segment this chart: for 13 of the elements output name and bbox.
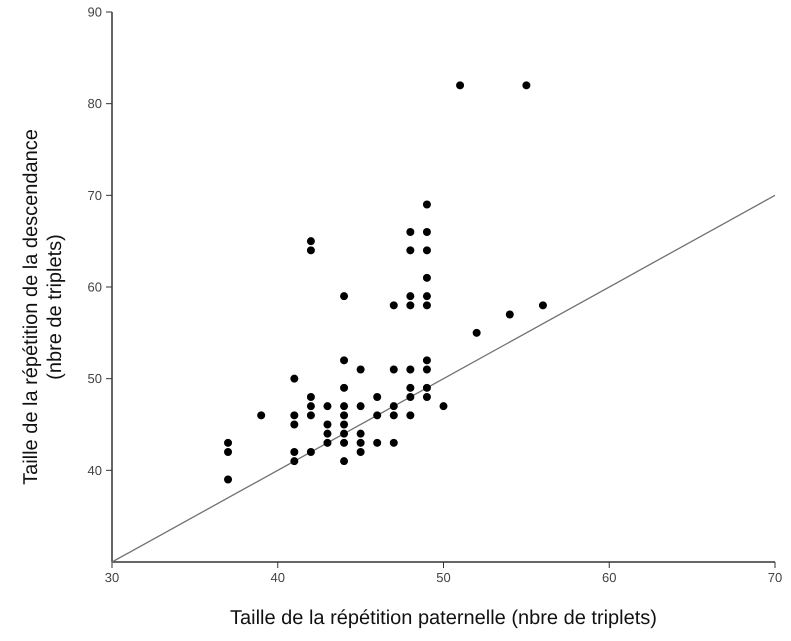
x-tick-label: 60 bbox=[602, 570, 616, 585]
y-tick-label: 50 bbox=[88, 371, 102, 386]
y-axis-title: Taille de la répétition de la descendance (nbre de triplets) bbox=[20, 129, 66, 485]
x-axis-title: Taille de la répétition paternelle (nbre de triplets) bbox=[230, 607, 657, 629]
y-tick-label: 90 bbox=[88, 4, 102, 20]
x-tick-label: 30 bbox=[104, 570, 120, 585]
y-tick-label: 40 bbox=[88, 462, 102, 478]
y-tick-label: 70 bbox=[88, 188, 102, 203]
x-tick-label: 50 bbox=[436, 570, 451, 585]
x-tick-label: 40 bbox=[270, 570, 285, 585]
y-tick-label: 80 bbox=[88, 96, 102, 112]
y-tick-label: 60 bbox=[88, 280, 102, 295]
x-tick-label: 70 bbox=[768, 570, 782, 585]
